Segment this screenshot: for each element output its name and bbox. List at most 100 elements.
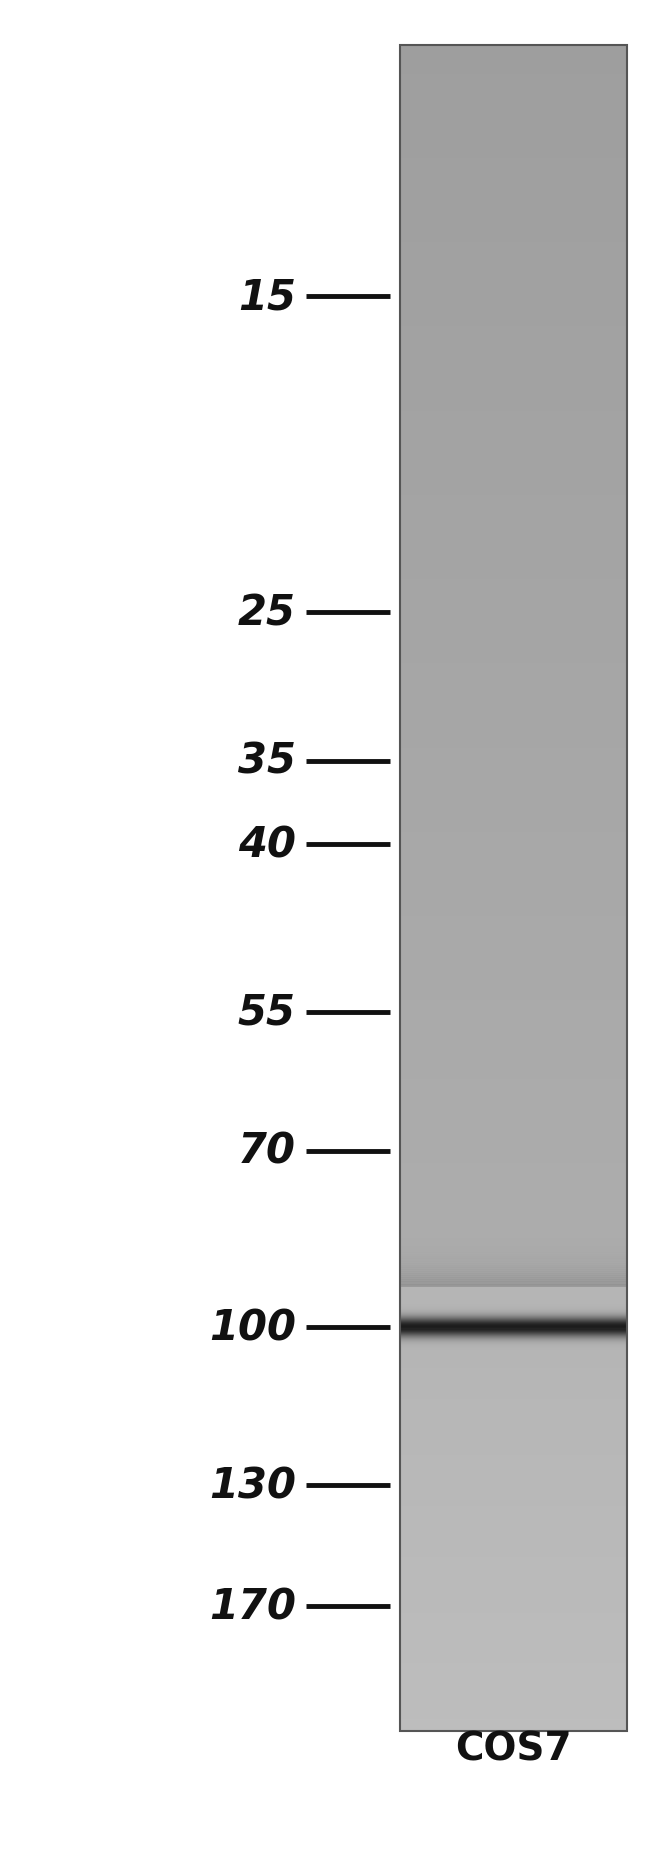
Bar <box>400 877 627 882</box>
Bar <box>400 1057 627 1062</box>
Bar <box>400 1315 627 1318</box>
Bar <box>400 1250 627 1253</box>
Bar <box>400 1679 627 1686</box>
Bar <box>400 982 627 990</box>
Bar <box>400 1376 627 1383</box>
Bar <box>400 371 627 377</box>
Bar <box>400 1294 627 1296</box>
Bar <box>400 1272 627 1274</box>
Bar <box>400 444 627 451</box>
Bar <box>400 202 627 210</box>
Bar <box>400 1320 627 1322</box>
Bar <box>400 1341 627 1343</box>
Bar <box>400 826 627 832</box>
Bar <box>400 1300 627 1302</box>
Text: 55: 55 <box>238 992 296 1032</box>
Bar <box>400 719 627 726</box>
Bar <box>400 971 627 979</box>
Bar <box>400 1068 627 1073</box>
Text: 130: 130 <box>209 1465 296 1506</box>
Bar <box>400 1213 627 1220</box>
Bar <box>400 568 627 574</box>
Bar <box>400 1201 627 1209</box>
Bar <box>400 1289 627 1291</box>
Bar <box>400 1298 627 1304</box>
Bar <box>400 1333 627 1335</box>
Text: 15: 15 <box>238 277 296 318</box>
Bar <box>400 1421 627 1428</box>
Bar <box>400 999 627 1006</box>
Bar <box>400 52 627 58</box>
Bar <box>400 236 627 243</box>
Bar <box>400 993 627 1001</box>
Bar <box>400 1517 627 1523</box>
Bar <box>400 1454 627 1461</box>
Bar <box>400 1684 627 1692</box>
Bar <box>400 1079 627 1084</box>
Bar <box>400 80 627 85</box>
Bar <box>400 1350 627 1352</box>
Bar <box>400 1623 627 1630</box>
Bar <box>400 416 627 423</box>
Bar <box>400 596 627 602</box>
Bar <box>400 663 627 670</box>
Bar <box>400 1640 627 1647</box>
Bar <box>400 1179 627 1187</box>
Bar <box>400 624 627 630</box>
Bar <box>400 1326 627 1328</box>
Bar <box>400 1476 627 1484</box>
Bar <box>400 1118 627 1123</box>
Bar <box>400 635 627 641</box>
Bar <box>400 741 627 748</box>
Bar <box>400 219 627 227</box>
Bar <box>400 1370 627 1378</box>
Bar <box>400 1578 627 1584</box>
Bar <box>400 332 627 338</box>
Bar <box>400 1246 627 1253</box>
Bar <box>400 713 627 721</box>
Bar <box>400 1012 627 1018</box>
Bar <box>400 169 627 176</box>
Bar <box>400 1045 627 1051</box>
Bar <box>400 197 627 204</box>
Bar <box>400 1344 627 1346</box>
Bar <box>400 1573 627 1578</box>
Bar <box>400 579 627 585</box>
Bar <box>400 377 627 383</box>
Bar <box>400 141 627 147</box>
Bar <box>400 1601 627 1606</box>
Bar <box>400 787 627 793</box>
Bar <box>400 1253 627 1255</box>
Bar <box>400 1343 627 1344</box>
Bar <box>400 1235 627 1242</box>
Bar <box>400 1051 627 1057</box>
Bar <box>400 1356 627 1359</box>
Bar <box>400 1359 627 1365</box>
Bar <box>400 1224 627 1226</box>
Bar <box>400 69 627 74</box>
Bar <box>400 1330 627 1331</box>
Bar <box>400 269 627 277</box>
Bar <box>400 1662 627 1669</box>
Bar <box>400 843 627 849</box>
Bar <box>400 225 627 232</box>
Bar <box>400 1203 627 1205</box>
Bar <box>400 854 627 860</box>
Bar <box>400 1363 627 1365</box>
Bar <box>400 810 627 815</box>
Bar <box>400 247 627 254</box>
Bar <box>400 932 627 940</box>
Bar <box>400 557 627 563</box>
Bar <box>400 1096 627 1101</box>
Bar <box>400 1190 627 1198</box>
Bar <box>400 1528 627 1534</box>
Bar <box>400 1107 627 1112</box>
Bar <box>400 1229 627 1237</box>
Bar <box>400 1382 627 1389</box>
Bar <box>400 832 627 838</box>
Bar <box>400 1320 627 1326</box>
Bar <box>400 1294 627 1296</box>
Bar <box>400 1322 627 1324</box>
Bar <box>400 1432 627 1439</box>
Bar <box>400 1129 627 1136</box>
